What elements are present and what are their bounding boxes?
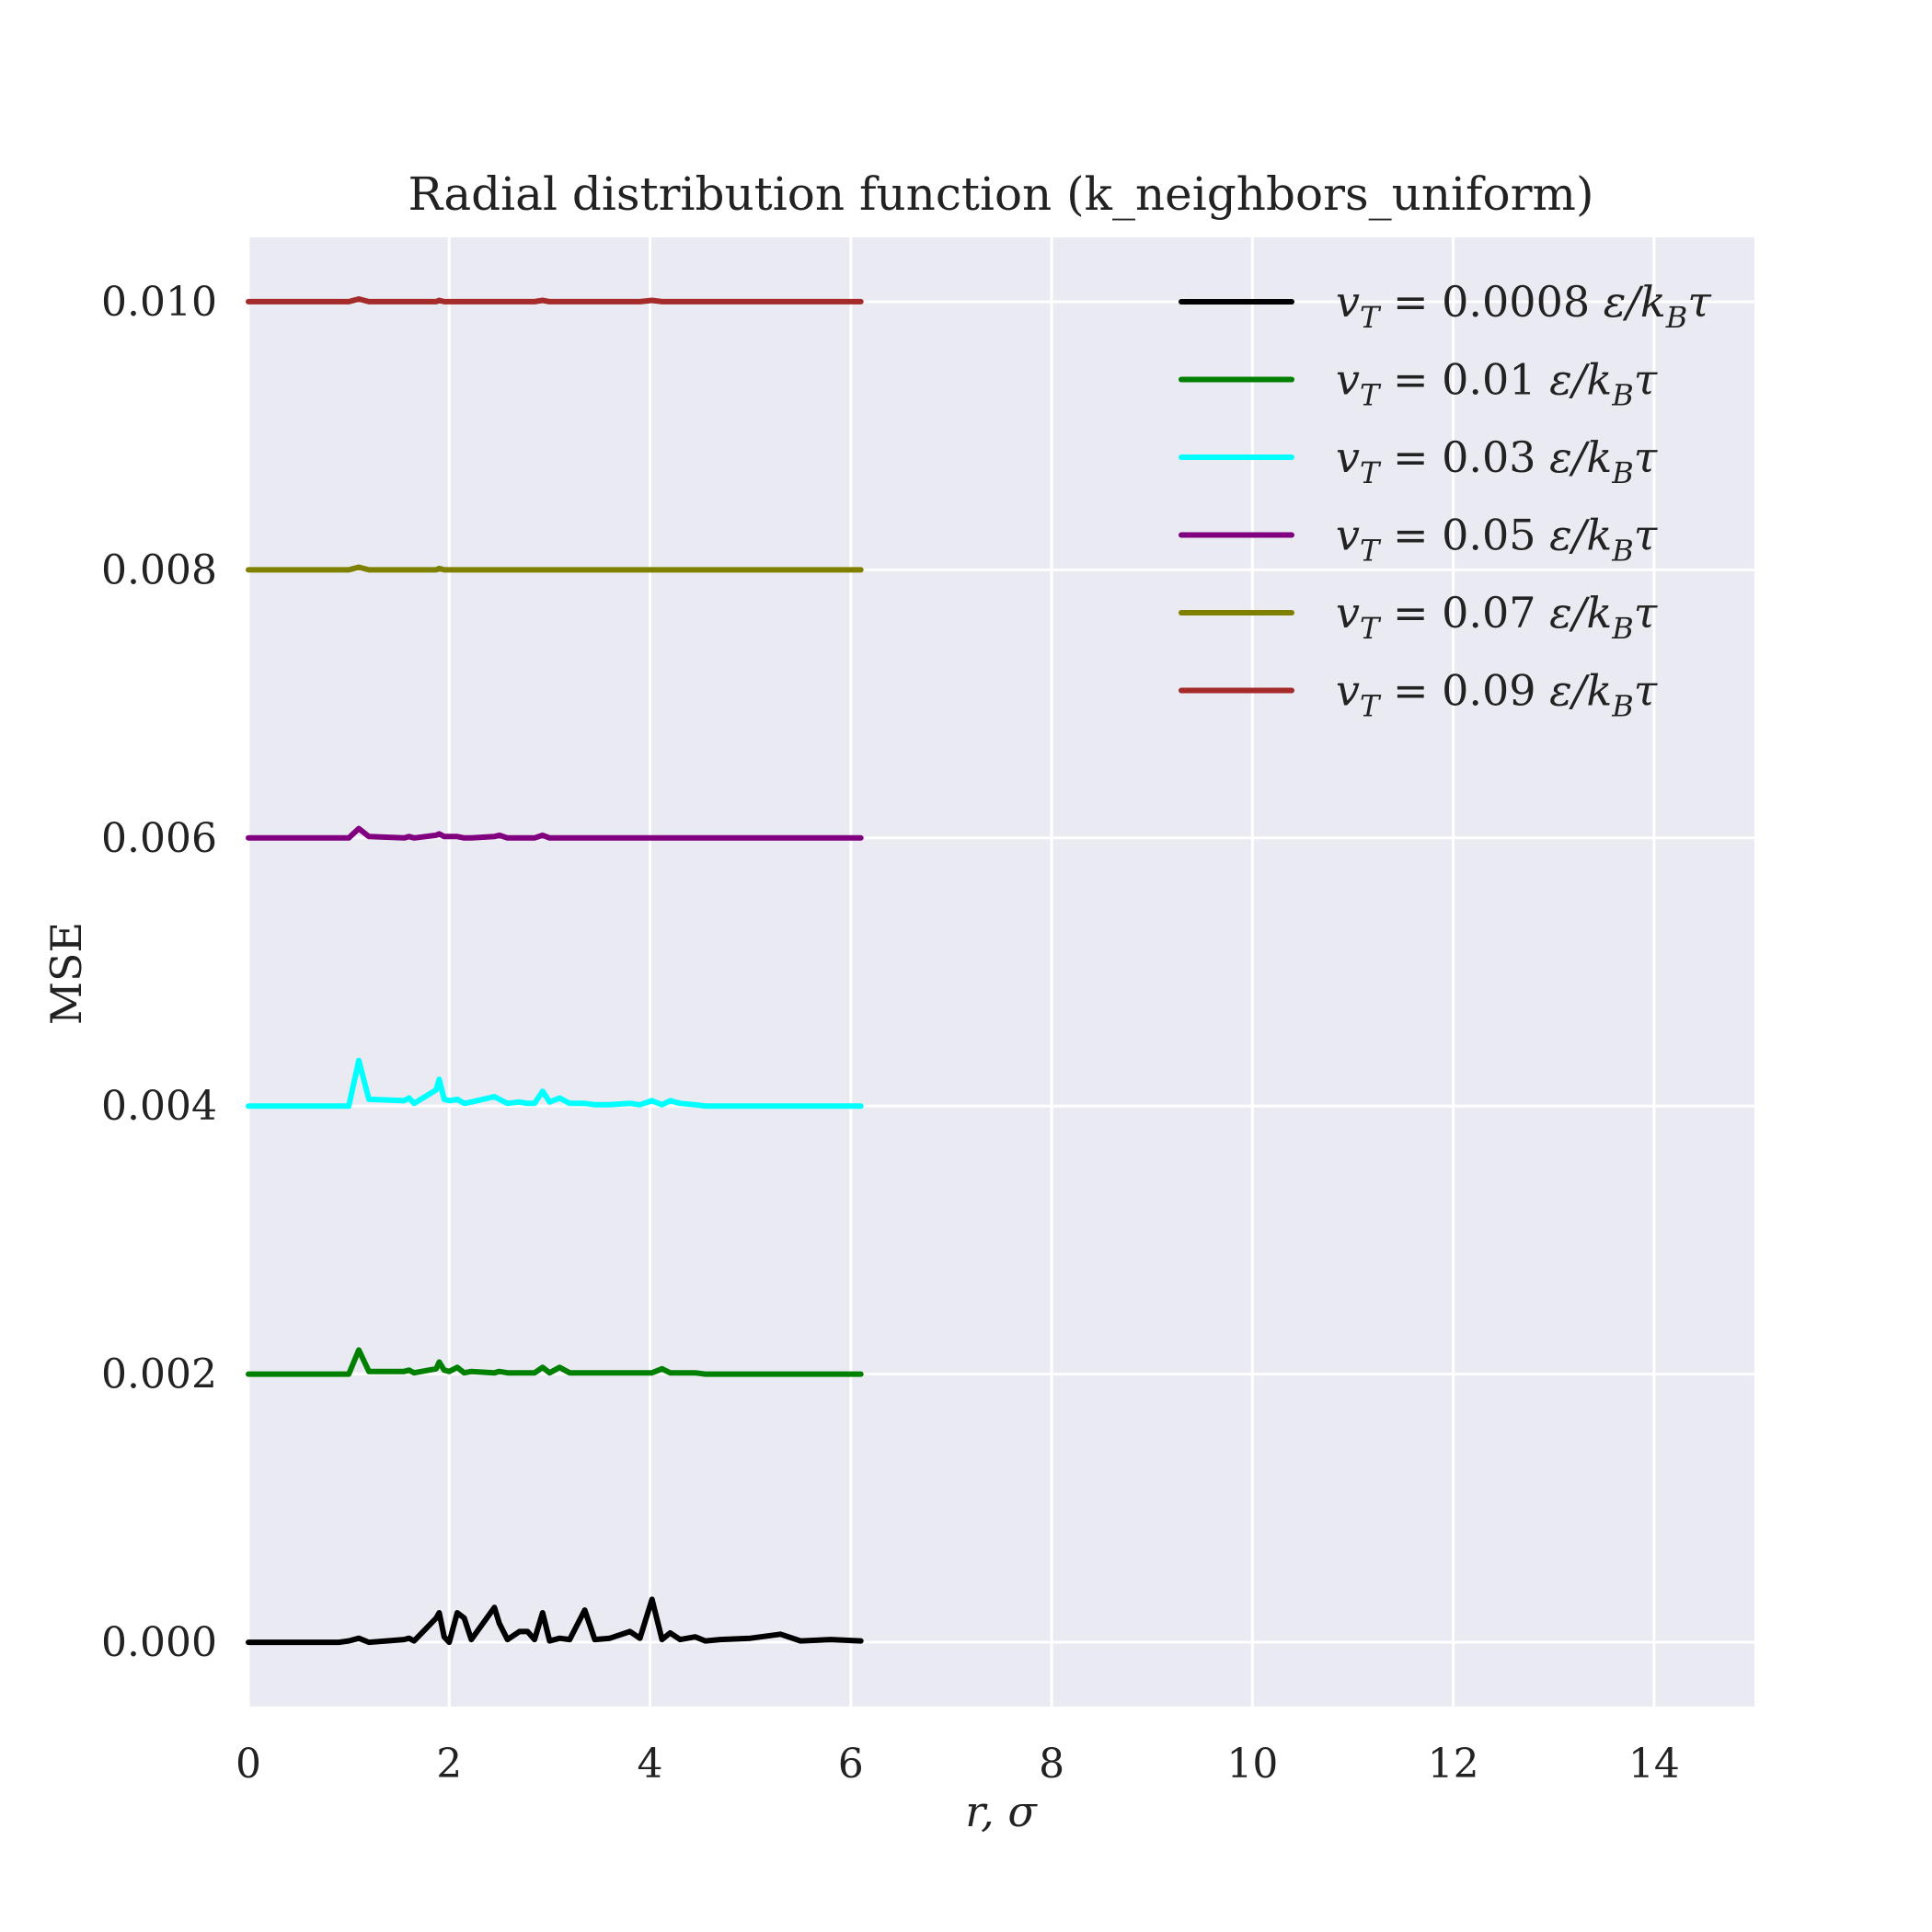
legend-part-num: 0.05 xyxy=(1442,511,1535,560)
legend-part-T: T xyxy=(1360,455,1382,490)
series-line-0 xyxy=(246,1596,864,1646)
x-tick-label: 6 xyxy=(838,1741,864,1788)
series-line-5 xyxy=(246,296,864,305)
legend-part-eq: = xyxy=(1379,355,1442,405)
legend-part-v: v xyxy=(1336,666,1360,716)
legend-part-e: ε/k xyxy=(1536,432,1613,482)
legend-part-num: 0.07 xyxy=(1442,588,1535,638)
legend-part-B: B xyxy=(1611,455,1634,490)
legend-part-e: ε/k xyxy=(1536,588,1613,638)
x-axis-label: r, σ xyxy=(965,1787,1038,1836)
legend-entry-2: vT = 0.03 ε/kBτ xyxy=(1336,432,1659,490)
legend-part-eq: = xyxy=(1379,277,1442,327)
legend-part-e: ε/k xyxy=(1536,355,1613,405)
legend-part-T: T xyxy=(1360,689,1382,724)
legend-part-v: v xyxy=(1336,511,1360,560)
x-ticks: 0 2 4 6 8 10 12 14 xyxy=(236,1741,1680,1788)
legend-part-v: v xyxy=(1336,355,1360,405)
legend-part-B: B xyxy=(1611,534,1634,569)
y-tick-label: 0.010 xyxy=(101,279,217,326)
legend-part-v: v xyxy=(1336,432,1360,482)
legend-part-v: v xyxy=(1336,588,1360,638)
legend-part-eq: = xyxy=(1379,588,1442,638)
legend-part-tau: τ xyxy=(1634,511,1659,560)
legend-entry-0: vT = 0.0008 ε/kBτ xyxy=(1336,277,1712,335)
y-tick-label: 0.002 xyxy=(101,1351,217,1398)
series-line-1 xyxy=(246,1347,864,1377)
legend-part-e: ε/k xyxy=(1536,511,1613,560)
x-tick-label: 8 xyxy=(1039,1741,1064,1788)
series-line-2 xyxy=(246,1057,864,1110)
x-tick-label: 10 xyxy=(1226,1741,1278,1788)
legend-part-B: B xyxy=(1665,300,1688,335)
legend-part-T: T xyxy=(1360,378,1382,413)
legend-part-T: T xyxy=(1360,534,1382,569)
legend-part-num: 0.09 xyxy=(1442,666,1535,716)
legend-part-tau: τ xyxy=(1634,588,1659,638)
legend-part-tau: τ xyxy=(1687,277,1712,327)
x-tick-label: 14 xyxy=(1628,1741,1680,1788)
legend-part-num: 0.01 xyxy=(1442,355,1535,405)
y-tick-label: 0.000 xyxy=(101,1619,217,1666)
legend-part-T: T xyxy=(1360,300,1382,335)
legend-part-num: 0.0008 xyxy=(1442,277,1590,327)
legend-part-tau: τ xyxy=(1634,432,1659,482)
y-tick-label: 0.004 xyxy=(101,1083,217,1130)
chart-title: Radial distribution function (k_neighbor… xyxy=(408,167,1594,221)
legend-entry-5: vT = 0.09 ε/kBτ xyxy=(1336,666,1659,724)
legend-entry-1: vT = 0.01 ε/kBτ xyxy=(1336,355,1659,413)
legend-entry-4: vT = 0.07 ε/kBτ xyxy=(1336,588,1659,646)
legend-part-eq: = xyxy=(1379,511,1442,560)
x-tick-label: 2 xyxy=(436,1741,462,1788)
y-tick-label: 0.008 xyxy=(101,546,217,593)
series-layer xyxy=(246,296,864,1646)
legend-part-B: B xyxy=(1611,611,1634,646)
legend-part-tau: τ xyxy=(1634,666,1659,716)
x-tick-label: 0 xyxy=(236,1741,261,1788)
plot-area xyxy=(248,237,1754,1707)
legend-part-tau: τ xyxy=(1634,355,1659,405)
y-tick-label: 0.006 xyxy=(101,815,217,862)
legend-part-v: v xyxy=(1336,277,1360,327)
legend-part-T: T xyxy=(1360,611,1382,646)
y-axis-label: MSE xyxy=(41,922,91,1025)
legend-part-e: ε/k xyxy=(1536,666,1613,716)
legend-part-num: 0.03 xyxy=(1442,432,1535,482)
series-line-3 xyxy=(246,825,864,841)
legend-entry-3: vT = 0.05 ε/kBτ xyxy=(1336,511,1659,569)
grid xyxy=(247,237,1754,1707)
y-ticks: 0.000 0.002 0.004 0.006 0.008 0.010 xyxy=(101,279,217,1666)
legend-part-B: B xyxy=(1611,689,1634,724)
legend-part-e: ε/k xyxy=(1590,277,1666,327)
x-tick-label: 12 xyxy=(1428,1741,1479,1788)
series-line-4 xyxy=(246,564,864,573)
legend-part-B: B xyxy=(1611,378,1634,413)
legend-part-eq: = xyxy=(1379,432,1442,482)
x-tick-label: 4 xyxy=(638,1741,663,1788)
legend-part-eq: = xyxy=(1379,666,1442,716)
